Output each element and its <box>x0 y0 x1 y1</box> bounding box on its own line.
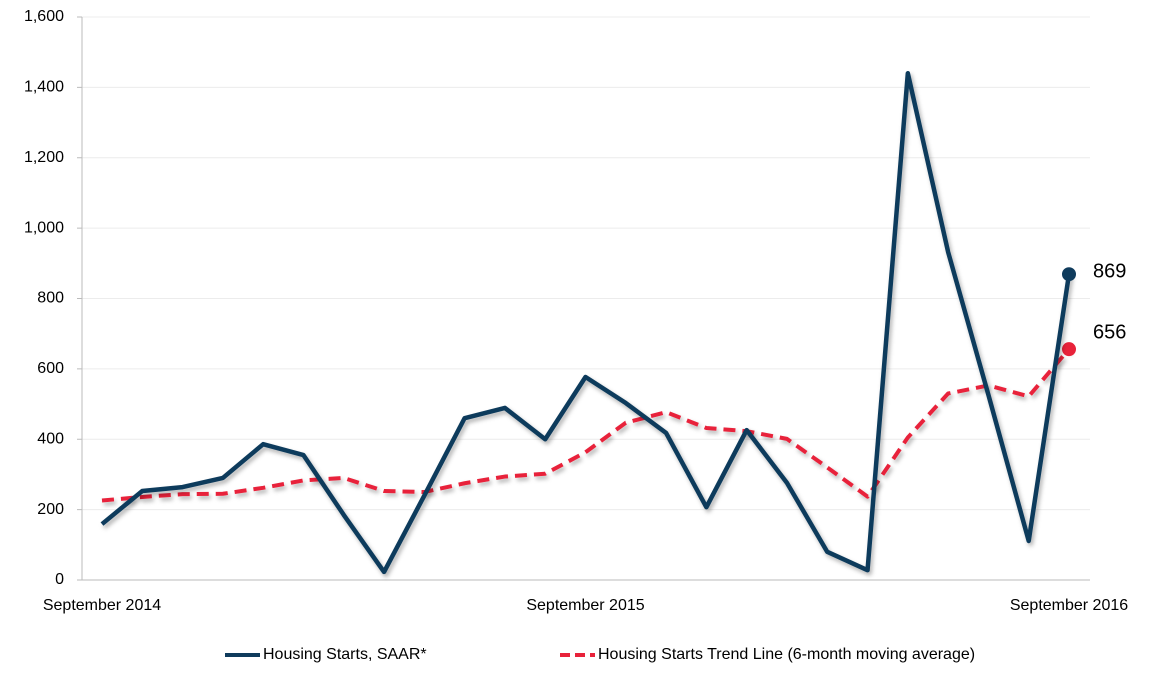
y-tick-label: 400 <box>37 430 64 447</box>
y-tick-label: 1,600 <box>24 8 64 25</box>
y-tick-label: 200 <box>37 501 64 518</box>
legend-label: Housing Starts, SAAR* <box>263 646 427 663</box>
x-tick-label: September 2015 <box>526 597 644 614</box>
y-tick-label: 1,000 <box>24 219 64 236</box>
x-tick-label: September 2016 <box>1010 597 1128 614</box>
data-label: 869 <box>1093 261 1126 283</box>
series-line <box>101 347 1071 503</box>
end-marker <box>1062 267 1076 282</box>
y-tick-label: 1,400 <box>24 79 64 96</box>
y-tick-label: 800 <box>37 290 64 307</box>
y-tick-label: 0 <box>55 571 64 588</box>
legend-label: Housing Starts Trend Line (6-month movin… <box>598 646 975 663</box>
y-tick-label: 1,200 <box>24 149 64 166</box>
series-line <box>100 71 1072 575</box>
y-tick-label: 600 <box>37 360 64 377</box>
end-marker <box>1062 342 1076 357</box>
x-tick-label: September 2014 <box>43 597 161 614</box>
data-label: 656 <box>1093 321 1126 343</box>
